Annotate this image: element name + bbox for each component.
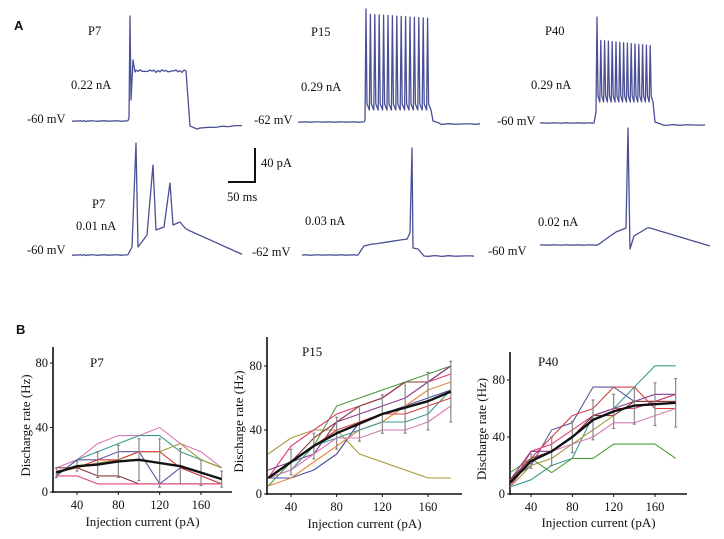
trace-2-rest: -62 mV xyxy=(254,113,293,127)
series-cell-pink xyxy=(268,405,452,479)
trace-3-rest: -60 mV xyxy=(497,114,536,128)
trace-3-age: P40 xyxy=(545,24,565,38)
y-axis-label: Discharge rate (Hz) xyxy=(474,378,489,480)
chart-p7: 0 40 80 40 80 120 160 P7 Injection current (pA) D… xyxy=(18,347,232,529)
chart-title: P40 xyxy=(538,354,558,369)
x-axis-label: Injection current (pA) xyxy=(541,515,655,530)
series-cell-magenta xyxy=(509,393,676,488)
y-axis-label: Discharge rate (Hz) xyxy=(18,374,33,476)
series-cell-blue xyxy=(55,451,222,485)
trace-6-rest: -60 mV xyxy=(488,244,527,258)
series-cell-magenta xyxy=(267,373,451,479)
x-tick-label: 160 xyxy=(192,498,211,512)
voltage-traces xyxy=(71,8,711,258)
trace-5-current: 0.03 nA xyxy=(305,214,346,228)
trace-2-age: P15 xyxy=(311,25,331,39)
trace-3-current: 0.29 nA xyxy=(531,78,572,92)
series-cell-maroon xyxy=(509,400,676,481)
series-cell-red xyxy=(509,386,676,481)
y-tick-label: 0 xyxy=(42,485,48,499)
panel-a-label: A xyxy=(14,18,24,33)
trace-5-rest: -62 mV xyxy=(252,245,291,259)
chart-p15: 0 40 80 40 80 120 160 P15 Injection current (pA)… xyxy=(231,337,462,531)
series-cell-green xyxy=(267,365,451,487)
trace-4-age: P7 xyxy=(92,197,106,211)
x-tick-label: 40 xyxy=(285,500,298,514)
chart-title: P15 xyxy=(302,344,322,359)
series-cell-pink xyxy=(56,426,223,469)
series-cell-purple xyxy=(268,365,452,471)
series-cell-red xyxy=(56,451,222,485)
voltage-trace-6 xyxy=(539,127,711,250)
series-cell-blue xyxy=(268,389,451,479)
voltage-trace-3 xyxy=(539,16,706,127)
series-cell-maroon xyxy=(267,365,452,479)
trace-4-rest: -60 mV xyxy=(27,243,66,257)
series-cell-green xyxy=(509,443,677,474)
x-axis-label: Injection current (pA) xyxy=(85,514,199,529)
x-tick-label: 40 xyxy=(71,498,84,512)
x-tick-label: 120 xyxy=(604,500,623,514)
chart-title: P7 xyxy=(90,355,104,370)
panel-b-label: B xyxy=(16,322,26,337)
x-tick-label: 80 xyxy=(330,500,343,514)
x-tick-label: 40 xyxy=(525,500,538,514)
trace-1-rest: -60 mV xyxy=(27,112,66,126)
y-tick-label: 40 xyxy=(250,423,263,437)
x-tick-label: 120 xyxy=(373,500,392,514)
series-cell-olive xyxy=(509,400,676,488)
trace-4-current: 0.01 nA xyxy=(76,219,117,233)
y-tick-label: 80 xyxy=(36,356,49,370)
y-tick-label: 80 xyxy=(250,359,263,373)
scale-bar-current-label: 40 pA xyxy=(261,156,292,170)
x-tick-label: 120 xyxy=(150,498,169,512)
scale-bar-time-label: 50 ms xyxy=(227,190,258,204)
voltage-trace-2 xyxy=(297,8,481,126)
y-tick-label: 80 xyxy=(493,373,506,387)
y-tick-label: 40 xyxy=(36,421,49,435)
x-tick-label: 80 xyxy=(566,500,579,514)
chart-p40: 0 40 80 40 80 120 160 P40 Injection current (pA)… xyxy=(474,352,687,530)
series-cell-maroon xyxy=(56,467,222,485)
x-tick-label: 160 xyxy=(646,500,665,514)
series-cell-teal xyxy=(510,365,676,488)
series-mean xyxy=(267,390,452,479)
series-cell-blue xyxy=(509,386,676,481)
y-tick-label: 40 xyxy=(493,430,506,444)
y-tick-label: 0 xyxy=(256,487,262,501)
series-cell-purple xyxy=(509,393,676,481)
x-tick-label: 80 xyxy=(112,498,125,512)
y-axis-label: Discharge rate (Hz) xyxy=(231,370,246,472)
y-tick-label: 0 xyxy=(499,487,505,501)
series-cell-teal xyxy=(268,389,452,479)
series-cell-red xyxy=(267,397,451,479)
trace-6-current: 0.02 nA xyxy=(538,215,579,229)
series-cell-pink xyxy=(509,407,676,488)
series-cell-orange xyxy=(268,381,451,487)
voltage-trace-4 xyxy=(71,142,243,257)
series-mean xyxy=(55,458,223,481)
voltage-trace-1 xyxy=(71,15,242,130)
voltage-trace-5 xyxy=(301,147,475,258)
trace-2-current: 0.29 nA xyxy=(301,80,342,94)
series-mean xyxy=(509,401,676,484)
trace-1-age: P7 xyxy=(88,24,102,38)
x-tick-label: 160 xyxy=(419,500,438,514)
series-cell-olive xyxy=(267,429,451,479)
series-cell-olive xyxy=(56,443,222,474)
series-cell-magenta xyxy=(56,475,222,485)
series-cell-teal xyxy=(55,435,222,477)
trace-1-current: 0.22 nA xyxy=(71,78,112,92)
x-axis-label: Injection current (pA) xyxy=(307,516,421,531)
